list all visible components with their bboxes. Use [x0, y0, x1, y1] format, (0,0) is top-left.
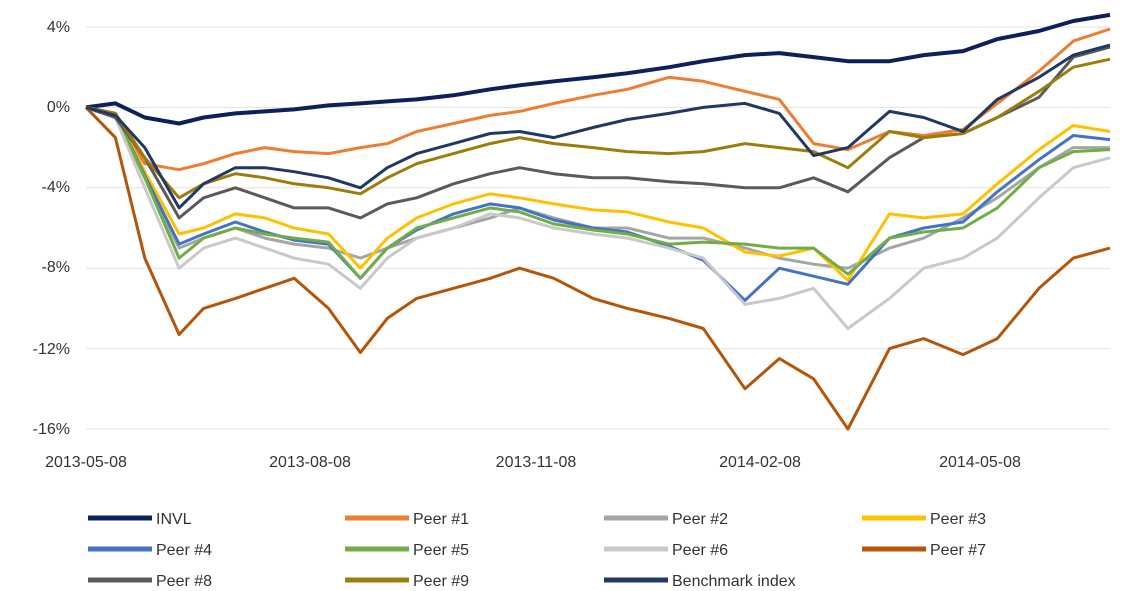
series-line-invl [85, 12, 1111, 126]
series-line-benchmark-index [85, 43, 1111, 210]
series-line-peer-4 [85, 105, 1111, 302]
series-line-peer-7 [84, 106, 1111, 431]
series-line-peer-6 [85, 105, 1111, 330]
x-tick-label: 2014-02-08 [719, 454, 801, 471]
y-tick-label: -12% [33, 341, 70, 358]
legend-label: INVL [156, 511, 192, 528]
y-tick-label: -8% [42, 259, 70, 276]
legend-item: INVL [88, 511, 192, 528]
legend-label: Peer #1 [413, 511, 469, 528]
legend-item: Peer #7 [862, 542, 986, 559]
legend-label: Peer #6 [672, 542, 728, 559]
legend-label: Peer #3 [930, 511, 986, 528]
legend-label: Peer #2 [672, 511, 728, 528]
series-line-peer-1 [85, 27, 1111, 172]
legend-label: Benchmark index [672, 573, 796, 590]
legend-item: Peer #9 [345, 573, 469, 590]
y-tick-label: 0% [47, 99, 70, 116]
x-tick-label: 2013-05-08 [45, 454, 127, 471]
y-axis-tick-labels: 4% 0% -4% -8% -12% -16% [33, 19, 70, 438]
series-line-peer-8 [85, 45, 1111, 220]
x-tick-label: 2014-05-08 [939, 454, 1021, 471]
legend-item: Peer #8 [88, 573, 212, 590]
series-lines [84, 12, 1111, 431]
series-line-peer-3 [85, 105, 1111, 282]
legend-item: Peer #4 [88, 542, 212, 559]
y-tick-label: -16% [33, 421, 70, 438]
legend-item: Peer #3 [862, 511, 986, 528]
legend-item: Benchmark index [604, 573, 796, 590]
legend-label: Peer #4 [156, 542, 212, 559]
legend-label: Peer #7 [930, 542, 986, 559]
legend-label: Peer #9 [413, 573, 469, 590]
series-line-peer-5 [85, 105, 1111, 280]
legend-label: Peer #8 [156, 573, 212, 590]
legend-item: Peer #2 [604, 511, 728, 528]
legend-label: Peer #5 [413, 542, 469, 559]
legend-item: Peer #1 [345, 511, 469, 528]
y-tick-label: -4% [42, 179, 70, 196]
x-tick-label: 2013-08-08 [269, 454, 351, 471]
x-tick-label: 2013-11-08 [496, 454, 577, 471]
x-axis-tick-labels: 2013-05-08 2013-08-08 2013-11-08 2014-02… [45, 454, 1021, 471]
series-line-peer-9 [85, 57, 1111, 200]
legend: INVL Peer #1 Peer #2 Peer #3 Peer #4 Peer #5 P… [88, 511, 986, 590]
legend-item: Peer #5 [345, 542, 469, 559]
y-tick-label: 4% [47, 19, 70, 36]
legend-item: Peer #6 [604, 542, 728, 559]
gridlines [86, 26, 1110, 430]
